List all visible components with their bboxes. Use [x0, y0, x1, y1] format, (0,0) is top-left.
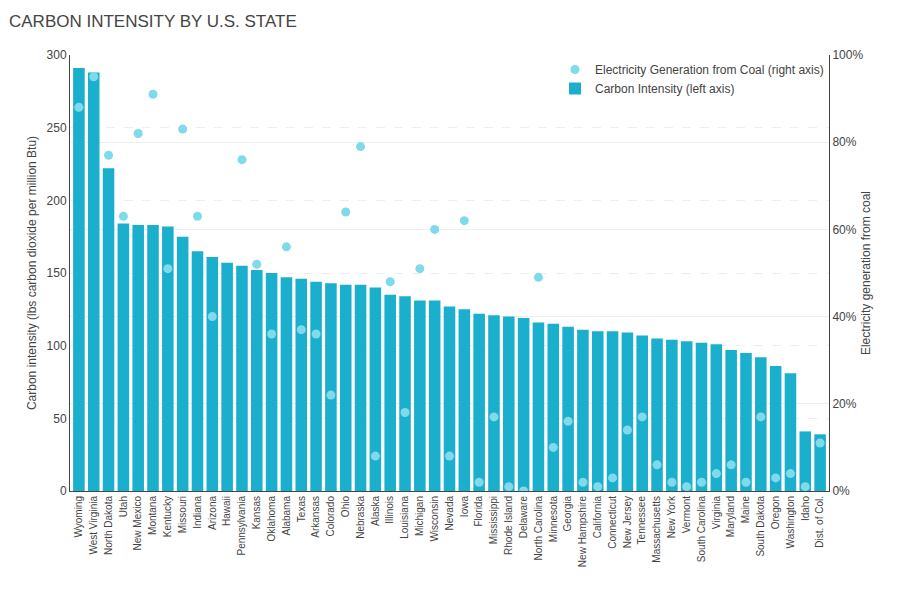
svg-text:North Dakota: North Dakota [103, 496, 114, 555]
svg-text:Washington: Washington [785, 496, 796, 548]
svg-text:Mississippi: Mississippi [488, 496, 499, 544]
svg-text:California: California [592, 496, 603, 539]
svg-text:Massachusetts: Massachusetts [651, 496, 662, 563]
svg-text:Tennessee: Tennessee [636, 496, 647, 545]
svg-text:Montana: Montana [147, 496, 158, 535]
svg-text:Wyoming: Wyoming [73, 496, 84, 538]
svg-text:200: 200 [47, 194, 67, 208]
svg-text:0%: 0% [832, 484, 850, 498]
svg-text:150: 150 [47, 266, 67, 280]
svg-text:Electricity Generation from Co: Electricity Generation from Coal (right … [595, 63, 824, 77]
svg-text:Oklahoma: Oklahoma [266, 496, 277, 542]
svg-text:Arkansas: Arkansas [310, 496, 321, 538]
svg-text:60%: 60% [832, 223, 856, 237]
svg-text:Iowa: Iowa [459, 496, 470, 518]
svg-text:Colorado: Colorado [325, 496, 336, 537]
svg-text:40%: 40% [832, 310, 856, 324]
svg-text:Virginia: Virginia [711, 496, 722, 530]
svg-text:Michigan: Michigan [414, 496, 425, 536]
svg-text:Carbon Intensity (left axis): Carbon Intensity (left axis) [595, 82, 734, 96]
svg-text:New York: New York [666, 495, 677, 538]
svg-text:100%: 100% [832, 48, 863, 62]
svg-text:Connecticut: Connecticut [607, 496, 618, 549]
svg-text:Nevada: Nevada [444, 496, 455, 531]
svg-text:Illinois: Illinois [384, 496, 395, 524]
svg-text:Arizona: Arizona [207, 496, 218, 530]
svg-text:Kentucky: Kentucky [162, 496, 173, 537]
svg-text:Vermont: Vermont [681, 496, 692, 533]
svg-text:South Carolina: South Carolina [696, 496, 707, 563]
svg-text:New Jersey: New Jersey [622, 496, 633, 548]
svg-text:0: 0 [60, 484, 67, 498]
svg-text:Maine: Maine [740, 496, 751, 524]
svg-text:Missouri: Missouri [177, 496, 188, 533]
svg-text:South Dakota: South Dakota [755, 496, 766, 557]
svg-text:Idaho: Idaho [800, 496, 811, 521]
svg-text:Texas: Texas [296, 496, 307, 522]
svg-text:100: 100 [47, 339, 67, 353]
svg-text:Rhode Island: Rhode Island [503, 496, 514, 555]
svg-text:CARBON INTENSITY BY U.S. STATE: CARBON INTENSITY BY U.S. STATE [9, 12, 297, 31]
svg-text:Hawaii: Hawaii [221, 496, 232, 526]
svg-text:Maryland: Maryland [725, 496, 736, 537]
svg-text:Utah: Utah [118, 496, 129, 517]
svg-text:Kansas: Kansas [251, 496, 262, 529]
svg-text:Alabama: Alabama [281, 496, 292, 536]
svg-text:Pennsylvania: Pennsylvania [236, 496, 247, 556]
svg-text:Delaware: Delaware [518, 496, 529, 539]
svg-text:New Hampshire: New Hampshire [577, 496, 588, 568]
svg-text:North Carolina: North Carolina [533, 496, 544, 561]
svg-text:New Mexico: New Mexico [132, 496, 143, 551]
svg-text:Minnesota: Minnesota [548, 496, 559, 543]
svg-text:Oregon: Oregon [770, 496, 781, 529]
svg-text:Alaska: Alaska [370, 496, 381, 526]
svg-text:250: 250 [47, 121, 67, 135]
svg-text:300: 300 [47, 48, 67, 62]
svg-text:Indiana: Indiana [192, 496, 203, 529]
svg-text:Louisiana: Louisiana [399, 496, 410, 539]
svg-text:West Virginia: West Virginia [88, 496, 99, 555]
svg-text:Carbon intensity (lbs carbon d: Carbon intensity (lbs carbon dioxide per… [25, 136, 39, 410]
svg-text:Florida: Florida [473, 496, 484, 527]
svg-text:Ohio: Ohio [340, 496, 351, 518]
svg-text:Nebraska: Nebraska [355, 496, 366, 539]
svg-text:20%: 20% [832, 397, 856, 411]
svg-text:80%: 80% [832, 135, 856, 149]
svg-text:Electricity generation from co: Electricity generation from coal [859, 191, 873, 355]
svg-text:50: 50 [53, 412, 67, 426]
svg-text:Dist. of Col.: Dist. of Col. [814, 496, 825, 548]
svg-text:Georgia: Georgia [562, 496, 573, 532]
svg-text:Wisconsin: Wisconsin [429, 496, 440, 542]
